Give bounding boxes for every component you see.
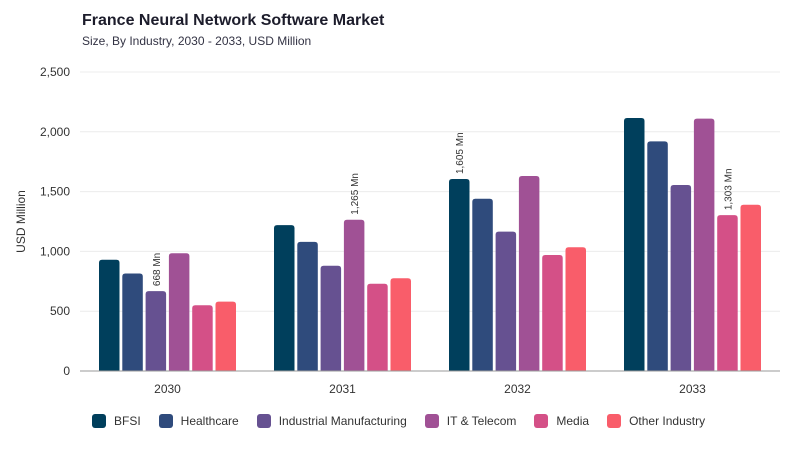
bar [565,247,586,371]
legend-item: Healthcare [158,414,239,428]
data-label: 668 Mn [152,253,163,286]
bar [647,141,668,371]
legend-item: IT & Telecom [424,414,517,428]
legend-swatch [424,414,439,428]
data-label: 1,605 Mn [455,132,466,174]
legend-item: Industrial Manufacturing [256,414,407,428]
y-axis-title: USD Million [14,190,28,253]
bar [693,118,715,371]
x-tick-label: 2033 [679,382,706,396]
legend-swatch [256,414,271,428]
legend-label: IT & Telecom [446,414,517,428]
bar [99,259,120,371]
y-tick-label: 1,000 [40,244,70,258]
bar [518,176,540,371]
bar [495,231,517,371]
chart-legend: BFSI Healthcare Industrial Manufacturing IT… [92,414,705,428]
chart-subtitle: Size, By Industry, 2030 - 2033, USD Mill… [82,34,312,48]
bar [717,215,738,371]
y-tick-label: 0 [63,364,70,378]
bar [390,278,411,371]
bar [542,254,563,371]
bar [297,241,318,371]
bar [472,198,493,371]
bar [274,225,295,371]
chart-title: France Neural Network Software Market [82,12,385,29]
legend-item: Media [534,414,589,428]
legend-label: Other Industry [629,414,706,428]
y-tick-label: 500 [50,304,70,318]
bar [168,253,190,371]
data-label: 1,303 Mn [723,168,734,210]
bar [449,179,470,371]
y-tick-label: 2,500 [40,65,70,79]
bar [122,273,143,371]
x-tick-label: 2031 [329,382,356,396]
legend-swatch [534,414,549,428]
legend-swatch [607,414,622,428]
legend-label: BFSI [114,414,141,428]
x-tick-label: 2032 [504,382,531,396]
bar [670,185,692,371]
bar [343,219,365,371]
data-label: 1,265 Mn [350,173,361,215]
legend-item: BFSI [92,414,141,428]
y-tick-label: 2,000 [40,125,70,139]
y-tick-label: 1,500 [40,185,70,199]
legend-swatch [92,414,106,428]
bar [624,118,645,372]
bar [320,265,342,371]
bar [215,301,236,371]
bar [145,291,167,371]
legend-label: Media [556,414,590,428]
legend-item: Other Industry [607,414,705,428]
bar [367,283,388,371]
legend-swatch [158,414,173,428]
bar [192,305,213,371]
legend-label: Healthcare [180,414,239,428]
legend-label: Industrial Manufacturing [278,414,407,428]
x-tick-label: 2030 [154,382,181,396]
bar [740,204,761,371]
